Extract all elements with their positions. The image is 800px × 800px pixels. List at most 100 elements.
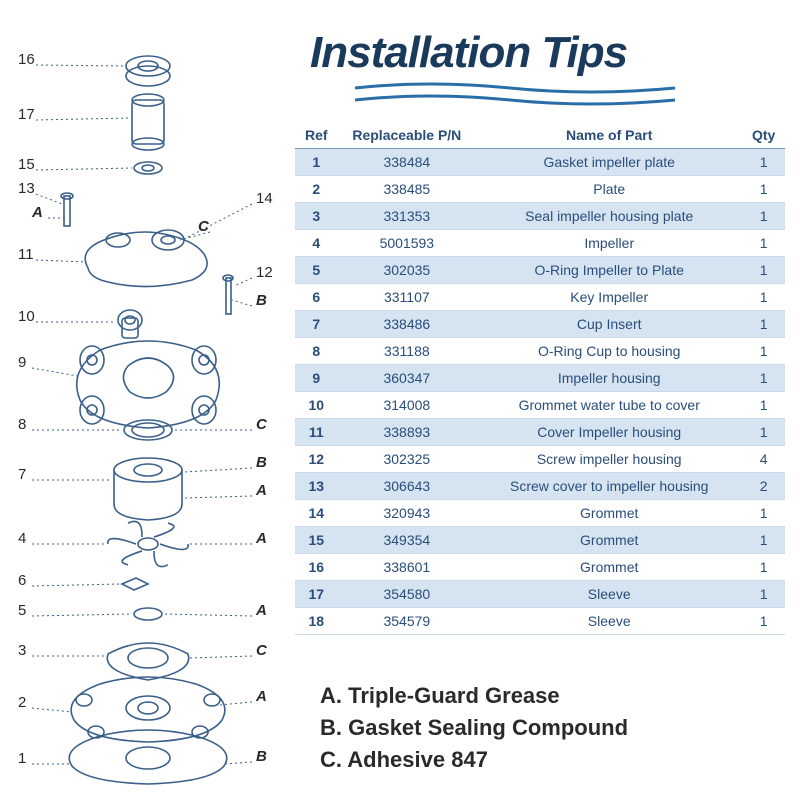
callout-17: 17 [18, 106, 35, 123]
cell-name: Impeller housing [476, 365, 742, 392]
cell-qty: 1 [742, 500, 785, 527]
col-qty: Qty [742, 122, 785, 149]
table-header-row: Ref Replaceable P/N Name of Part Qty [295, 122, 785, 149]
cell-pn: 338485 [338, 176, 476, 203]
table-row: 2338485Plate1 [295, 176, 785, 203]
cell-pn: 314008 [338, 392, 476, 419]
cell-ref: 5 [295, 257, 338, 284]
parts-table: Ref Replaceable P/N Name of Part Qty 133… [295, 122, 785, 635]
cell-ref: 1 [295, 149, 338, 176]
cell-qty: 2 [742, 473, 785, 500]
table-row: 45001593Impeller1 [295, 230, 785, 257]
callout-A: A [32, 204, 43, 221]
cell-name: Screw impeller housing [476, 446, 742, 473]
cell-name: Cup Insert [476, 311, 742, 338]
callout-6: 6 [18, 572, 26, 589]
cell-ref: 2 [295, 176, 338, 203]
callout-4: 4 [18, 530, 26, 547]
callout-13: 13 [18, 180, 35, 197]
callout-5: 5 [18, 602, 26, 619]
cell-qty: 1 [742, 257, 785, 284]
cell-name: Screw cover to impeller housing [476, 473, 742, 500]
cell-ref: 12 [295, 446, 338, 473]
callout-B: B [256, 454, 267, 471]
cell-qty: 1 [742, 365, 785, 392]
cell-ref: 10 [295, 392, 338, 419]
cell-pn: 331353 [338, 203, 476, 230]
legend-b: B. Gasket Sealing Compound [320, 712, 628, 744]
wave-decoration [350, 78, 680, 108]
table-row: 17354580Sleeve1 [295, 581, 785, 608]
callout-11: 11 [18, 246, 34, 263]
cell-pn: 338601 [338, 554, 476, 581]
legend-a: A. Triple-Guard Grease [320, 680, 628, 712]
table-row: 12302325Screw impeller housing4 [295, 446, 785, 473]
cell-qty: 1 [742, 149, 785, 176]
callout-16: 16 [18, 51, 35, 68]
callout-15: 15 [18, 156, 35, 173]
table-row: 15349354Grommet1 [295, 527, 785, 554]
cell-pn: 338893 [338, 419, 476, 446]
cell-pn: 354579 [338, 608, 476, 635]
cell-name: Cover Impeller housing [476, 419, 742, 446]
cell-name: O-Ring Impeller to Plate [476, 257, 742, 284]
cell-qty: 1 [742, 527, 785, 554]
cell-ref: 15 [295, 527, 338, 554]
cell-qty: 1 [742, 176, 785, 203]
callout-A: A [256, 482, 267, 499]
table-row: 3331353Seal impeller housing plate1 [295, 203, 785, 230]
callout-1: 1 [18, 750, 26, 767]
table-row: 14320943Grommet1 [295, 500, 785, 527]
cell-name: Impeller [476, 230, 742, 257]
cell-qty: 1 [742, 581, 785, 608]
cell-name: Grommet water tube to cover [476, 392, 742, 419]
table-row: 5302035O-Ring Impeller to Plate1 [295, 257, 785, 284]
cell-ref: 4 [295, 230, 338, 257]
cell-ref: 18 [295, 608, 338, 635]
cell-ref: 9 [295, 365, 338, 392]
cell-name: Grommet [476, 554, 742, 581]
cell-qty: 1 [742, 284, 785, 311]
table-row: 16338601Grommet1 [295, 554, 785, 581]
callout-C: C [198, 218, 209, 235]
table-row: 1338484Gasket impeller plate1 [295, 149, 785, 176]
callout-A: A [256, 688, 267, 705]
cell-pn: 302325 [338, 446, 476, 473]
cell-pn: 331107 [338, 284, 476, 311]
cell-ref: 7 [295, 311, 338, 338]
cell-ref: 11 [295, 419, 338, 446]
cell-name: Sleeve [476, 608, 742, 635]
cell-name: Gasket impeller plate [476, 149, 742, 176]
cell-qty: 1 [742, 419, 785, 446]
cell-qty: 4 [742, 446, 785, 473]
col-pn: Replaceable P/N [338, 122, 476, 149]
callout-10: 10 [18, 308, 35, 325]
callout-B: B [256, 292, 267, 309]
exploded-diagram: 16171513A1114C12B1098C7BA4A65A3C2A1B [8, 18, 288, 788]
callout-C: C [256, 642, 267, 659]
cell-ref: 3 [295, 203, 338, 230]
cell-name: Grommet [476, 500, 742, 527]
cell-qty: 1 [742, 338, 785, 365]
table-row: 13306643Screw cover to impeller housing2 [295, 473, 785, 500]
col-name: Name of Part [476, 122, 742, 149]
table-row: 8331188O-Ring Cup to housing1 [295, 338, 785, 365]
cell-pn: 338484 [338, 149, 476, 176]
cell-ref: 16 [295, 554, 338, 581]
callout-14: 14 [256, 190, 273, 207]
cell-pn: 5001593 [338, 230, 476, 257]
cell-ref: 13 [295, 473, 338, 500]
cell-pn: 349354 [338, 527, 476, 554]
callout-2: 2 [18, 694, 26, 711]
cell-qty: 1 [742, 608, 785, 635]
callout-C: C [256, 416, 267, 433]
cell-name: Plate [476, 176, 742, 203]
table-row: 18354579Sleeve1 [295, 608, 785, 635]
table-row: 7338486Cup Insert1 [295, 311, 785, 338]
callout-A: A [256, 530, 267, 547]
cell-ref: 17 [295, 581, 338, 608]
cell-qty: 1 [742, 230, 785, 257]
callout-8: 8 [18, 416, 26, 433]
cell-qty: 1 [742, 203, 785, 230]
cell-qty: 1 [742, 392, 785, 419]
